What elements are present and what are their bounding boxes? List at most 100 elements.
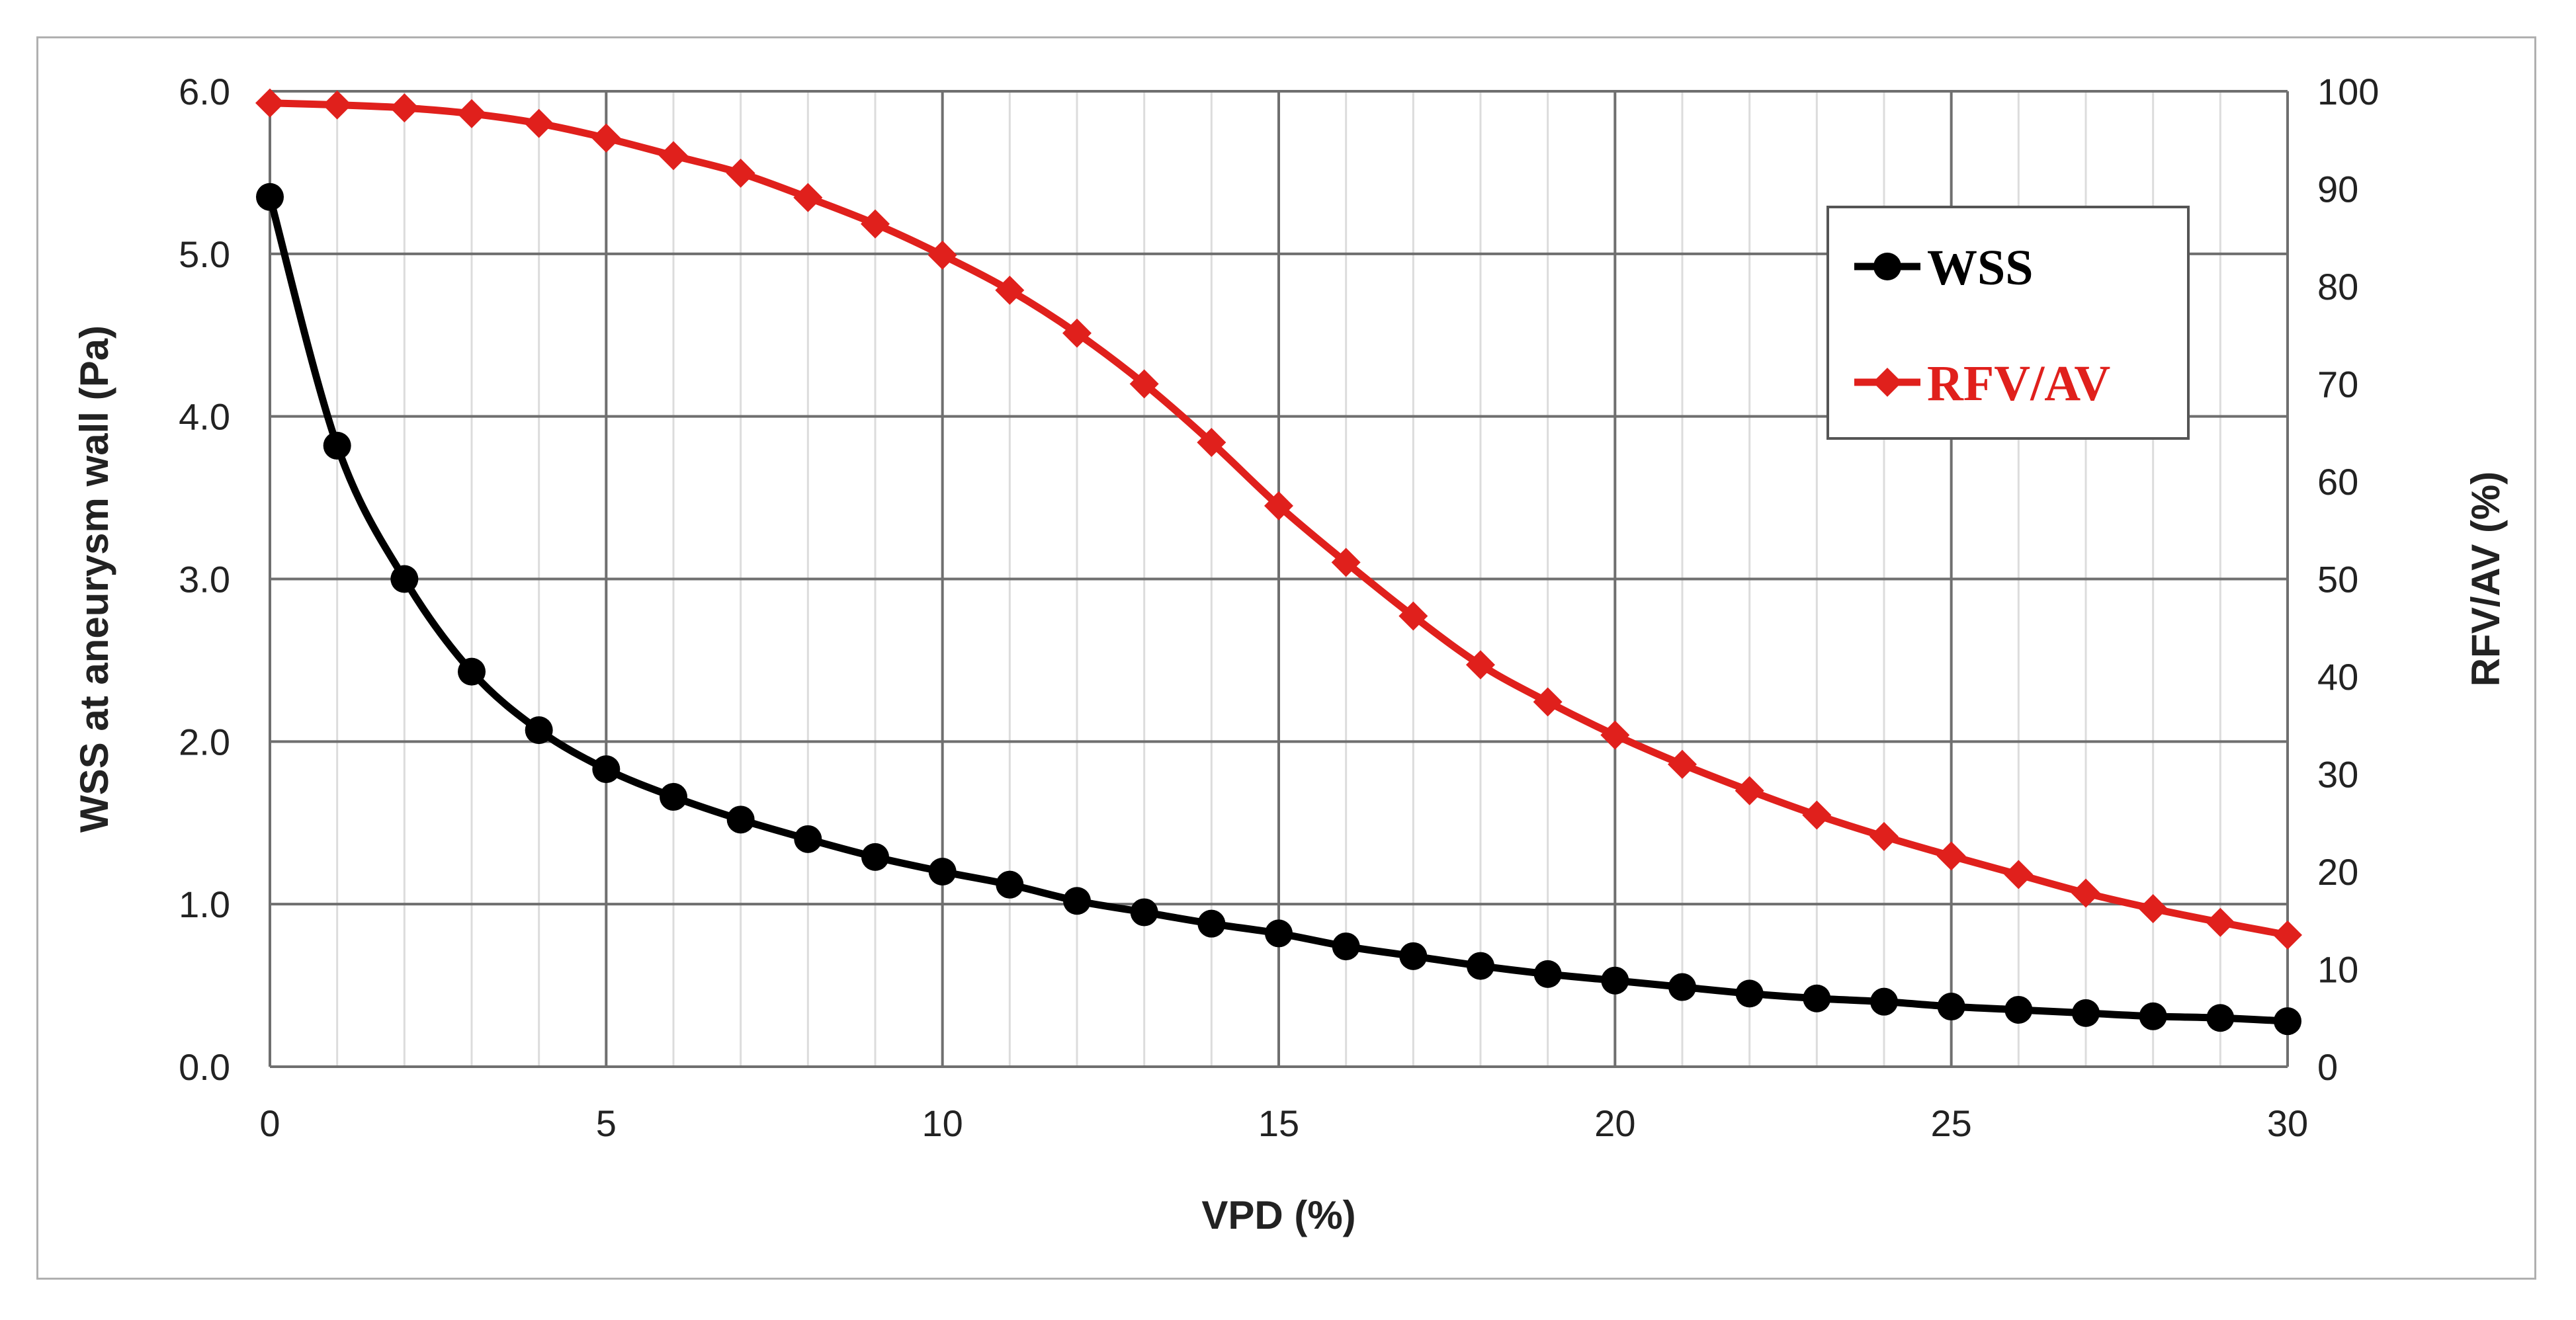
data-point-wss <box>390 565 419 593</box>
data-point-wss <box>323 431 351 460</box>
y-right-tick-label: 80 <box>2317 266 2358 308</box>
series-layer <box>255 88 2302 1036</box>
y-left-tick-label: 0.0 <box>179 1046 230 1088</box>
data-point-rfv-av <box>322 90 352 120</box>
data-point-rfv-av <box>1197 428 1226 457</box>
x-tick-label: 0 <box>259 1102 280 1144</box>
data-point-wss <box>525 716 553 745</box>
data-point-rfv-av <box>659 141 688 171</box>
data-point-wss <box>996 870 1024 899</box>
y-right-tick-label: 100 <box>2317 71 2379 112</box>
data-point-rfv-av <box>927 240 957 270</box>
data-point-rfv-av <box>1129 369 1159 399</box>
y-right-tick-label: 0 <box>2317 1046 2338 1088</box>
chart-svg: 0 5 10 15 20 25 30 0.0 1.0 2.0 3.0 4.0 5.0 6.0 0 10 20 30… <box>72 71 2508 1237</box>
axis-layer: 0 5 10 15 20 25 30 0.0 1.0 2.0 3.0 4.0 5.0 6.0 0 10 20 30… <box>72 71 2508 1237</box>
x-tick-label: 10 <box>922 1102 963 1144</box>
data-point-rfv-av <box>793 183 823 212</box>
legend-marker-wss <box>1873 253 1901 280</box>
data-point-wss <box>458 657 486 686</box>
data-point-wss <box>1399 942 1428 970</box>
data-point-rfv-av <box>524 108 554 138</box>
data-point-wss <box>928 858 957 886</box>
data-point-wss <box>726 805 755 834</box>
data-point-rfv-av <box>1264 491 1293 520</box>
y-left-tick-label: 6.0 <box>179 71 230 112</box>
data-point-rfv-av <box>2071 878 2100 908</box>
data-point-rfv-av <box>1600 720 1630 750</box>
data-point-rfv-av <box>1466 650 1495 680</box>
y-right-tick-label: 60 <box>2317 461 2358 503</box>
data-point-wss <box>2206 1004 2235 1032</box>
data-point-wss <box>660 782 687 811</box>
y-left-tick-label: 1.0 <box>179 884 230 925</box>
data-point-rfv-av <box>2138 894 2168 924</box>
data-point-rfv-av <box>1398 601 1428 631</box>
legend-box <box>1826 206 2190 440</box>
data-point-rfv-av <box>1735 776 1764 805</box>
y-left-tick-label: 5.0 <box>179 233 230 275</box>
data-point-wss <box>861 843 889 871</box>
y-left-tick-label: 2.0 <box>179 721 230 763</box>
y-right-tick-label: 30 <box>2317 754 2358 796</box>
data-point-rfv-av <box>1062 318 1092 348</box>
data-point-rfv-av <box>1533 687 1563 717</box>
data-point-rfv-av <box>995 275 1025 305</box>
y-right-tick-label: 70 <box>2317 364 2358 405</box>
data-point-rfv-av <box>457 99 486 128</box>
series-rfv-av <box>255 88 2302 950</box>
legend-marker-rfv-av <box>1873 368 1902 397</box>
data-point-wss <box>1467 952 1494 980</box>
y-right-tick-label: 40 <box>2317 656 2358 698</box>
y-right-tick-label: 90 <box>2317 169 2358 210</box>
data-point-rfv-av <box>1668 749 1697 779</box>
data-point-rfv-av <box>1802 800 1832 830</box>
data-point-wss <box>2072 999 2100 1027</box>
data-point-wss <box>2274 1007 2301 1036</box>
data-point-wss <box>2139 1002 2167 1030</box>
data-point-wss <box>2004 995 2033 1024</box>
series-wss <box>256 183 2301 1036</box>
data-point-wss <box>1197 909 1226 938</box>
x-tick-label: 25 <box>1931 1102 1972 1144</box>
data-point-rfv-av <box>1869 821 1899 851</box>
data-point-rfv-av <box>591 123 621 153</box>
data-point-rfv-av <box>726 158 755 188</box>
data-point-wss <box>1265 919 1293 948</box>
data-point-wss <box>1332 932 1360 961</box>
data-point-rfv-av <box>1936 841 1966 871</box>
chart-frame: 0 5 10 15 20 25 30 0.0 1.0 2.0 3.0 4.0 5.0 6.0 0 10 20 30… <box>36 36 2536 1280</box>
legend-label-rfv-av: RFV/AV <box>1927 356 2110 411</box>
x-axis-title: VPD (%) <box>1201 1193 1355 1237</box>
data-point-wss <box>256 183 284 211</box>
y-left-axis-title: WSS at aneurysm wall (Pa) <box>72 325 116 833</box>
data-point-wss <box>1533 960 1562 988</box>
data-point-wss <box>1601 966 1629 995</box>
legend-label-wss: WSS <box>1927 240 2034 296</box>
data-point-wss <box>1870 987 1898 1016</box>
data-point-rfv-av <box>255 88 284 118</box>
x-tick-label: 5 <box>596 1102 617 1144</box>
legend: WSS RFV/AV <box>1826 206 2190 440</box>
y-right-tick-label: 20 <box>2317 851 2358 893</box>
data-point-wss <box>1803 984 1831 1012</box>
data-point-wss <box>1063 887 1091 915</box>
x-tick-label: 30 <box>2267 1102 2308 1144</box>
data-point-rfv-av <box>1331 548 1361 577</box>
data-point-wss <box>1937 993 1965 1021</box>
data-point-rfv-av <box>2004 860 2034 889</box>
data-point-rfv-av <box>2273 920 2302 950</box>
y-left-tick-label: 3.0 <box>179 559 230 600</box>
x-tick-label: 15 <box>1258 1102 1299 1144</box>
data-point-wss <box>592 755 621 784</box>
data-point-rfv-av <box>2206 907 2235 937</box>
data-point-wss <box>794 825 822 853</box>
y-right-tick-label: 50 <box>2317 559 2358 600</box>
x-tick-label: 20 <box>1594 1102 1635 1144</box>
data-point-rfv-av <box>861 209 890 239</box>
y-left-tick-label: 4.0 <box>179 396 230 438</box>
y-right-axis-title: RFV/AV (%) <box>2464 472 2508 687</box>
data-point-wss <box>1130 898 1158 927</box>
y-right-tick-label: 10 <box>2317 949 2358 991</box>
data-point-wss <box>1735 979 1764 1008</box>
